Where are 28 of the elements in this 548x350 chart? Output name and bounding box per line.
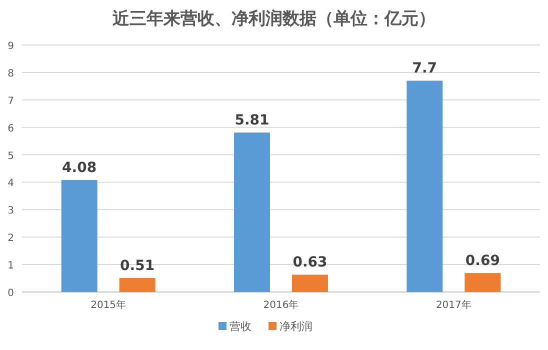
- y-tick-label: 6: [8, 123, 14, 134]
- data-label: 0.51: [120, 258, 155, 274]
- y-tick-label: 3: [8, 206, 14, 217]
- y-tick-label: 2: [8, 233, 14, 244]
- bar: [234, 132, 270, 292]
- legend-label: 营收: [230, 320, 252, 333]
- data-label: 0.69: [465, 253, 500, 270]
- bar: [292, 274, 328, 292]
- y-tick-label: 9: [8, 41, 14, 52]
- data-label: 4.08: [62, 160, 97, 176]
- data-label: 0.63: [292, 254, 328, 271]
- bar: [61, 180, 98, 292]
- y-tick-label: 0: [8, 288, 14, 299]
- y-tick-label: 8: [8, 68, 14, 80]
- y-tick-label: 1: [8, 260, 14, 272]
- y-tick-label: 4: [8, 178, 14, 190]
- bar: [464, 273, 501, 292]
- data-label: 5.81: [234, 112, 270, 129]
- chart-title: 近三年来营收、净利润数据（单位：亿元）: [112, 9, 436, 29]
- x-tick-label: 2015年: [90, 299, 126, 311]
- y-tick-label: 5: [8, 150, 14, 162]
- bar: [406, 80, 443, 292]
- x-tick-label: 2017年: [436, 299, 472, 311]
- x-tick-label: 2016年: [263, 299, 299, 311]
- legend-label: 净利润: [280, 320, 312, 333]
- data-label: 7.7: [412, 60, 438, 77]
- bar: [119, 278, 156, 292]
- y-tick-label: 7: [8, 96, 14, 107]
